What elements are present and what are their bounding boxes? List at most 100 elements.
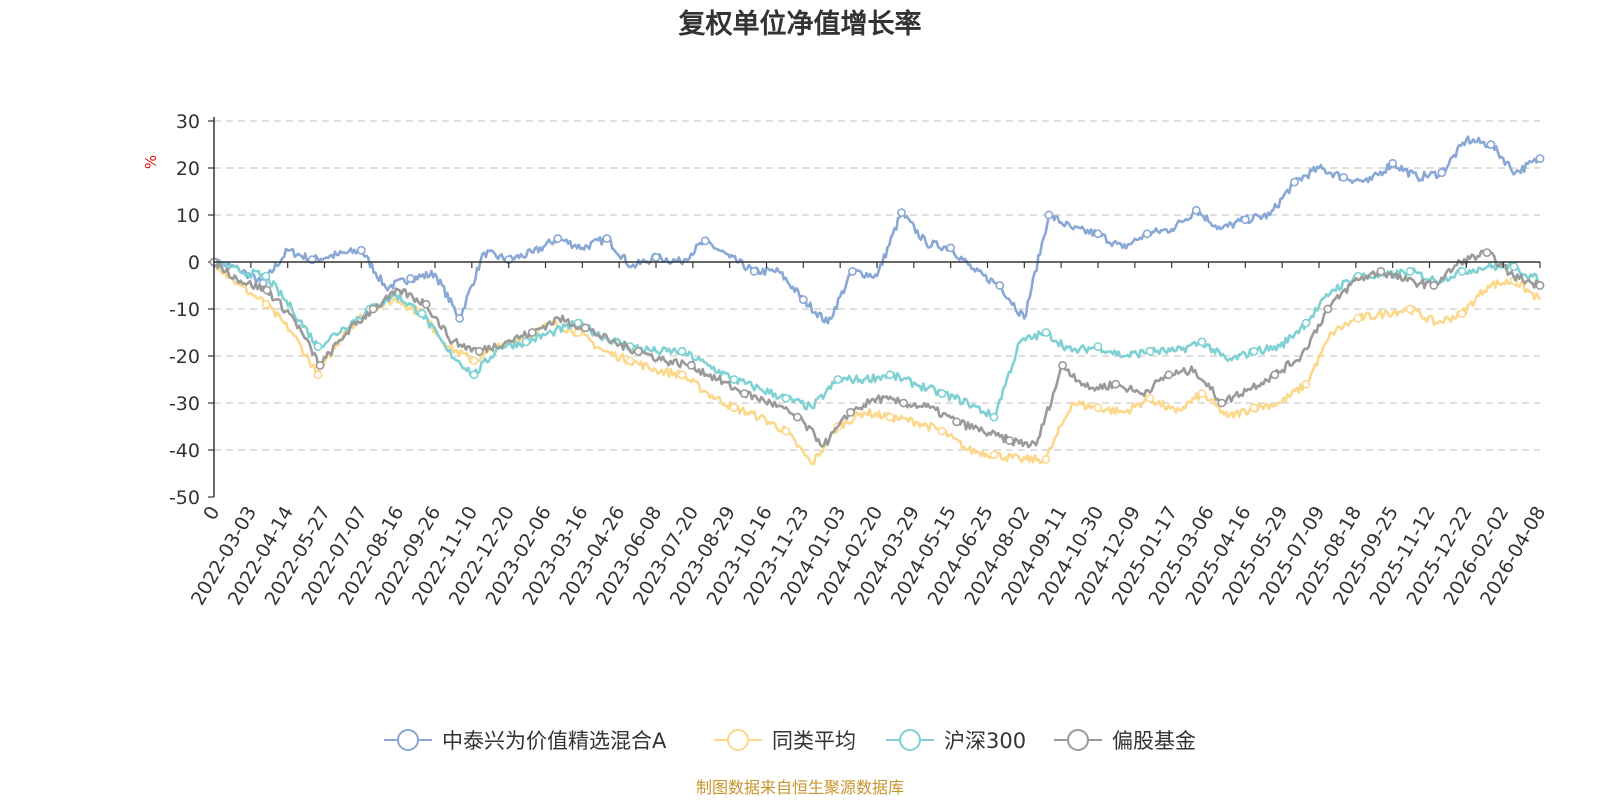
legend-marker — [1067, 729, 1089, 751]
data-point — [313, 342, 323, 351]
y-tick-label: 0 — [188, 252, 200, 274]
data-point — [885, 412, 895, 422]
data-point — [521, 337, 531, 347]
data-point — [729, 375, 739, 384]
data-point — [1457, 266, 1467, 276]
data-point — [937, 426, 947, 436]
data-point — [937, 389, 947, 398]
y-tick-label: -50 — [169, 487, 200, 509]
data-point — [700, 236, 710, 246]
data-point — [1249, 403, 1259, 413]
series-line — [213, 261, 1542, 466]
y-axis-ticks: 30 20 10 0 -10 -20 -30 -40 -50 — [169, 111, 214, 509]
data-point — [455, 313, 464, 323]
data-point — [356, 245, 366, 255]
data-point — [848, 266, 857, 276]
data-point — [897, 208, 906, 218]
data-point — [1457, 309, 1467, 319]
data-point — [602, 234, 612, 243]
data-point — [1058, 360, 1068, 370]
data-point — [580, 323, 590, 333]
legend-item[interactable]: 中泰兴为价值精选混合A — [384, 729, 667, 753]
legend-label: 偏股基金 — [1112, 729, 1196, 753]
y-tick-label: 20 — [176, 158, 200, 180]
series-line — [212, 258, 1542, 419]
data-point — [1535, 154, 1545, 163]
data-point — [781, 426, 791, 436]
data-point — [261, 271, 271, 281]
data-point — [995, 281, 1005, 290]
legend-label: 沪深300 — [944, 729, 1026, 753]
data-point — [686, 360, 696, 370]
y-tick-label: 10 — [176, 205, 200, 227]
data-point — [261, 299, 271, 309]
chart-title: 复权单位净值增长率 — [679, 8, 922, 40]
data-point — [1111, 379, 1121, 389]
legend-label: 同类平均 — [772, 729, 856, 753]
data-point — [1197, 337, 1207, 347]
data-point — [793, 412, 802, 422]
data-point — [729, 403, 739, 413]
data-point — [846, 407, 855, 417]
data-point — [749, 266, 759, 276]
data-point — [899, 398, 908, 408]
series-3 — [209, 248, 1545, 449]
data-point — [833, 375, 843, 384]
data-point — [1323, 304, 1333, 314]
data-point — [1376, 266, 1386, 276]
data-source-note: 制图数据来自恒生聚源数据库 — [696, 778, 904, 797]
x-tick-label: 0 — [199, 503, 224, 524]
data-point — [1535, 281, 1545, 290]
legend-marker — [899, 729, 921, 751]
y-tick-label: -10 — [169, 299, 200, 321]
series-lines — [209, 135, 1545, 466]
x-axis-ticks: 02022-03-032022-04-142022-05-272022-07-0… — [187, 262, 1550, 609]
y-tick-label: -40 — [169, 440, 200, 462]
y-tick-label: 30 — [176, 111, 200, 133]
data-point — [651, 252, 661, 262]
data-point — [1145, 393, 1155, 403]
data-point — [313, 370, 323, 380]
legend-item[interactable]: 同类平均 — [714, 729, 856, 753]
legend[interactable]: 中泰兴为价值精选混合A 同类平均 沪深300 偏股基金 — [384, 729, 1196, 753]
data-point — [952, 417, 961, 427]
data-point — [1005, 436, 1014, 445]
data-point — [1093, 229, 1103, 239]
data-point — [1486, 140, 1496, 149]
data-point — [1093, 403, 1103, 413]
legend-label: 中泰兴为价值精选混合A — [442, 729, 667, 753]
data-point — [1482, 248, 1492, 257]
data-point — [1388, 158, 1398, 168]
data-point — [1405, 266, 1415, 276]
data-point — [421, 299, 431, 309]
legend-item[interactable]: 偏股基金 — [1054, 729, 1196, 753]
data-point — [474, 346, 484, 356]
data-point — [677, 346, 687, 356]
data-point — [625, 356, 635, 366]
data-point — [1249, 346, 1259, 356]
data-point — [1191, 205, 1201, 215]
data-point — [1301, 379, 1311, 389]
data-point — [368, 304, 378, 314]
data-point — [989, 450, 999, 460]
legend-marker — [727, 729, 749, 751]
data-point — [1041, 454, 1051, 464]
data-point — [315, 360, 325, 370]
data-point — [1044, 210, 1054, 220]
data-point — [946, 243, 956, 253]
series-2 — [209, 257, 1542, 422]
data-point — [573, 318, 583, 328]
data-point — [1217, 398, 1227, 408]
data-point — [469, 370, 479, 380]
data-point — [1142, 229, 1152, 239]
series-line — [212, 135, 1541, 325]
data-point — [417, 309, 427, 319]
data-point — [633, 346, 643, 356]
grid — [214, 120, 1540, 451]
data-point — [262, 285, 272, 295]
y-tick-label: -20 — [169, 346, 200, 368]
data-point — [677, 370, 687, 380]
legend-item[interactable]: 沪深300 — [886, 729, 1026, 753]
data-point — [1429, 281, 1439, 290]
